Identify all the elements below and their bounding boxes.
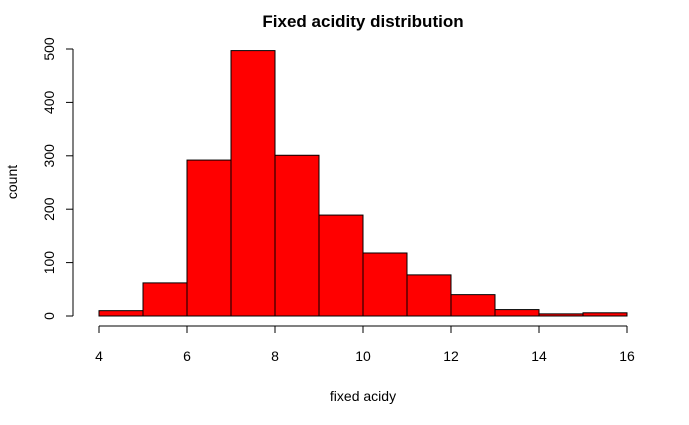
histogram-bar-11-12	[406, 274, 452, 317]
y-axis-label: count	[4, 165, 20, 199]
y-tick-label-200: 200	[41, 197, 57, 221]
x-tick-label-6: 6	[183, 348, 191, 364]
x-tick-label-4: 4	[95, 348, 103, 364]
x-tick-label-12: 12	[443, 348, 459, 364]
histogram-bar-7-8	[230, 50, 276, 317]
histogram-bar-9-10	[318, 214, 364, 317]
x-tick-label-10: 10	[355, 348, 371, 364]
x-tick-label-8: 8	[271, 348, 279, 364]
histogram-bar-12-13	[450, 294, 496, 317]
histogram-bar-6-7	[186, 159, 232, 317]
histogram-bar-15-16	[582, 312, 628, 317]
x-axis: 4 6 8 10 12 14 16	[95, 325, 635, 364]
histogram-bar-4-5	[98, 310, 144, 317]
chart-title: Fixed acidity distribution	[262, 12, 463, 31]
histogram-bar-5-6	[142, 282, 188, 317]
y-tick-label-400: 400	[41, 91, 57, 115]
x-tick-label-16: 16	[619, 348, 635, 364]
y-tick-label-500: 500	[41, 37, 57, 61]
y-tick-label-300: 300	[41, 144, 57, 168]
x-axis-label: fixed acidy	[330, 388, 396, 404]
bars-group	[98, 50, 628, 317]
histogram-bar-14-15	[538, 313, 584, 317]
histogram-bar-10-11	[362, 252, 408, 317]
x-tick-label-14: 14	[531, 348, 547, 364]
y-axis: 0 100 200 300 400 500	[41, 37, 74, 320]
histogram-bar-13-14	[494, 309, 540, 317]
histogram-bar-8-9	[274, 154, 320, 317]
y-tick-label-100: 100	[41, 251, 57, 275]
y-tick-label-0: 0	[41, 312, 57, 320]
